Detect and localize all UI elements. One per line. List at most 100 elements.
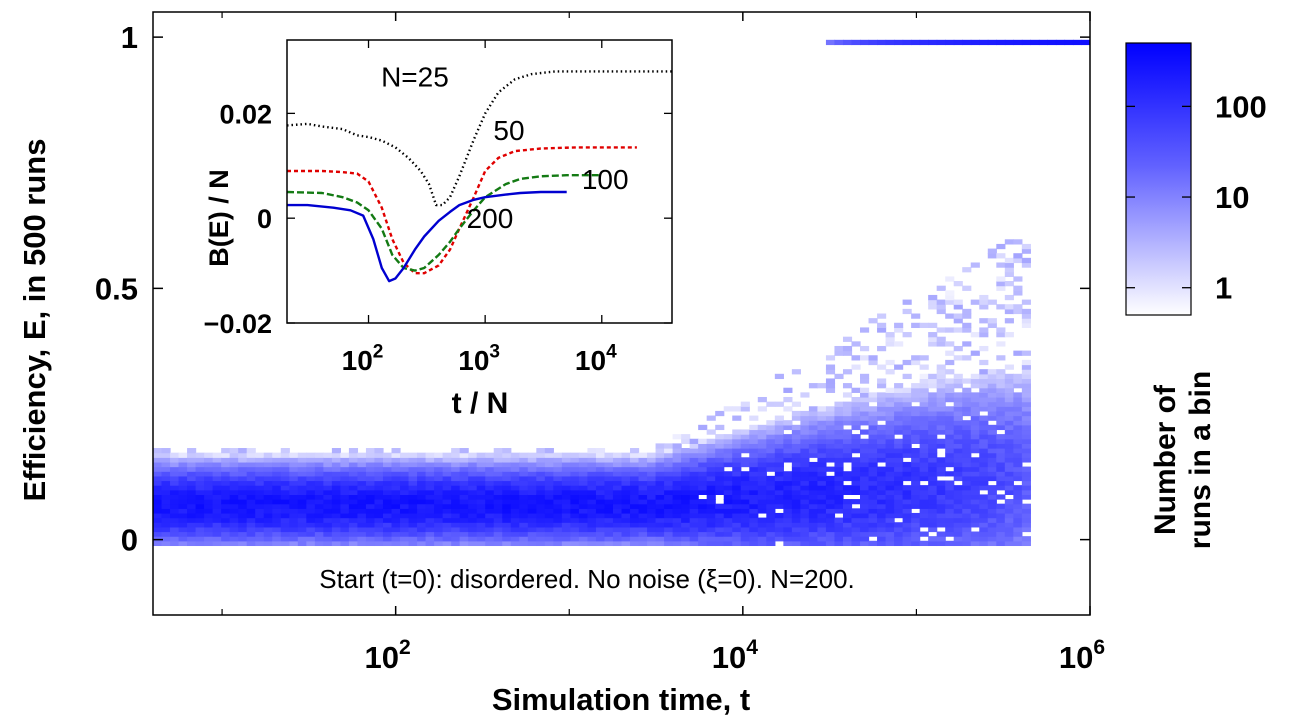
heatmap-bin bbox=[911, 429, 921, 435]
heatmap-bin bbox=[417, 508, 427, 514]
heatmap-bin bbox=[519, 540, 529, 547]
heatmap-bin bbox=[647, 494, 657, 500]
heatmap-bin bbox=[485, 499, 495, 505]
heatmap-bin bbox=[842, 415, 853, 421]
heatmap-bin bbox=[400, 512, 410, 519]
heatmap-bin bbox=[825, 410, 836, 417]
heatmap-bin bbox=[1013, 461, 1023, 468]
heatmap-bin bbox=[1013, 499, 1023, 505]
heatmap-bin bbox=[408, 471, 418, 477]
heatmap-bin bbox=[672, 457, 682, 463]
heatmap-bin bbox=[468, 452, 478, 458]
heatmap-bin bbox=[962, 420, 972, 426]
y-tick-label: 1 bbox=[121, 20, 138, 55]
heatmap-bin bbox=[195, 494, 205, 500]
heatmap-bin bbox=[928, 485, 938, 491]
heatmap-bin bbox=[195, 503, 205, 509]
heatmap-bin bbox=[911, 512, 921, 519]
heatmap-bin bbox=[502, 489, 512, 495]
heatmap-bin bbox=[544, 526, 554, 533]
heatmap-bin bbox=[970, 378, 980, 384]
heatmap-bin bbox=[187, 489, 197, 495]
heatmap-bin bbox=[817, 429, 827, 435]
heatmap-bin bbox=[638, 494, 648, 500]
heatmap-bin bbox=[255, 508, 265, 514]
heatmap-bin bbox=[544, 452, 554, 458]
heatmap-bin bbox=[749, 531, 759, 537]
heatmap-bin bbox=[919, 475, 929, 482]
heatmap-bin bbox=[425, 466, 435, 472]
heatmap-bin bbox=[664, 517, 674, 523]
heatmap-bin bbox=[928, 457, 938, 463]
heatmap-bin bbox=[723, 434, 733, 440]
heatmap-bin bbox=[706, 540, 716, 547]
heatmap-bin bbox=[153, 503, 163, 509]
heatmap-bin bbox=[612, 526, 623, 533]
heatmap-bin bbox=[800, 415, 810, 421]
heatmap-bin bbox=[911, 461, 921, 468]
heatmap-bin bbox=[357, 494, 367, 500]
heatmap-bin bbox=[723, 475, 733, 482]
y-tick-label: 0.5 bbox=[95, 271, 138, 306]
heatmap-bin bbox=[868, 406, 878, 412]
heatmap-bin bbox=[561, 475, 571, 482]
heatmap-bin bbox=[842, 471, 853, 477]
heatmap-bin bbox=[544, 517, 554, 523]
heatmap-bin bbox=[817, 503, 827, 509]
heatmap-bin bbox=[987, 387, 997, 393]
heatmap-bin bbox=[911, 448, 921, 454]
heatmap-bin bbox=[263, 499, 273, 505]
heatmap-bin bbox=[911, 466, 921, 472]
heatmap-bin bbox=[902, 485, 912, 491]
heatmap-bin bbox=[314, 489, 324, 495]
heatmap-bin bbox=[740, 443, 750, 449]
heatmap-bin bbox=[928, 466, 938, 472]
heatmap-bin bbox=[740, 512, 750, 519]
heatmap-bin bbox=[647, 522, 657, 528]
heatmap-bin bbox=[280, 499, 290, 505]
heatmap-bin bbox=[945, 434, 955, 440]
heatmap-bin bbox=[647, 457, 657, 463]
heatmap-bin bbox=[578, 499, 589, 505]
heatmap-bin bbox=[502, 512, 512, 519]
heatmap-bin bbox=[945, 461, 955, 468]
heatmap-bin bbox=[953, 461, 963, 468]
heatmap-bin bbox=[681, 471, 691, 477]
heatmap-bin bbox=[195, 485, 205, 491]
heatmap-bin bbox=[953, 466, 963, 472]
heatmap-bin bbox=[238, 461, 248, 468]
heatmap-bin bbox=[953, 531, 963, 537]
heatmap-bin bbox=[1021, 494, 1031, 500]
heatmap-bin bbox=[595, 466, 606, 472]
heatmap-bin bbox=[774, 517, 784, 523]
heatmap-bin bbox=[238, 536, 248, 542]
heatmap-bin bbox=[987, 39, 997, 46]
heatmap-bin bbox=[212, 536, 222, 542]
heatmap-bin bbox=[945, 540, 955, 547]
heatmap-bin bbox=[451, 494, 461, 500]
heatmap-bin bbox=[502, 526, 512, 533]
heatmap-bin bbox=[340, 480, 350, 486]
heatmap-bin bbox=[868, 475, 878, 482]
heatmap-bin bbox=[834, 401, 844, 407]
heatmap-bin bbox=[459, 475, 469, 482]
heatmap-bin bbox=[468, 503, 478, 509]
heatmap-bin bbox=[928, 522, 938, 528]
heatmap-bin bbox=[945, 392, 955, 398]
heatmap-bin bbox=[664, 540, 674, 547]
heatmap-bin bbox=[502, 517, 512, 523]
heatmap-bin bbox=[451, 512, 461, 519]
heatmap-bin bbox=[655, 448, 665, 454]
heatmap-bin bbox=[1021, 443, 1031, 449]
heatmap-bin bbox=[979, 499, 989, 505]
heatmap-bin bbox=[578, 503, 589, 509]
heatmap-bin bbox=[519, 494, 529, 500]
heatmap-bin bbox=[851, 448, 861, 454]
heatmap-bin bbox=[434, 466, 444, 472]
run-conditions-annotation: Start (t=0): disordered. No noise (ξ=0).… bbox=[319, 564, 855, 594]
heatmap-bin bbox=[894, 471, 904, 477]
heatmap-bin bbox=[706, 452, 716, 458]
heatmap-bin bbox=[698, 531, 708, 537]
heatmap-bin bbox=[808, 410, 819, 417]
heatmap-bin bbox=[510, 457, 520, 463]
